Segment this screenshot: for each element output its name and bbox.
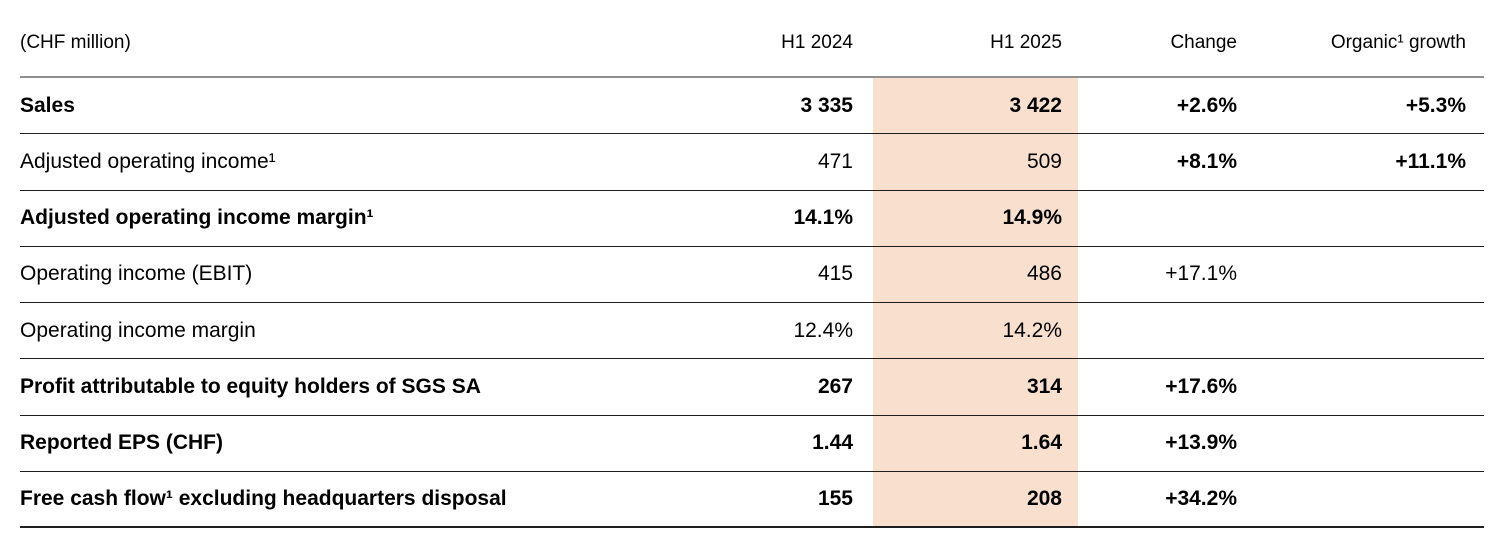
row-label: Operating income margin bbox=[20, 318, 256, 342]
value-organic-growth: +5.3% bbox=[1405, 93, 1466, 117]
value-h1-2025: 509 bbox=[1026, 149, 1062, 173]
value-h1-2025: 14.2% bbox=[1002, 318, 1062, 342]
value-h1-2025: 3 422 bbox=[1009, 93, 1062, 117]
table-row: Operating income (EBIT) 415 486 +17.1% bbox=[20, 247, 1484, 303]
value-h1-2025: 208 bbox=[1026, 486, 1062, 510]
unit-label: (CHF million) bbox=[20, 32, 131, 53]
value-h1-2024: 3 335 bbox=[800, 93, 853, 117]
value-h1-2025: 486 bbox=[1026, 262, 1062, 286]
table-row: Profit attributable to equity holders of… bbox=[20, 359, 1484, 416]
table-row: Sales 3 335 3 422 +2.6% +5.3% bbox=[20, 78, 1484, 135]
col-header-change: Change bbox=[1170, 32, 1237, 53]
table-row: Operating income margin 12.4% 14.2% bbox=[20, 303, 1484, 360]
value-h1-2024: 12.4% bbox=[793, 318, 853, 342]
row-label: Free cash flow¹ excluding headquarters d… bbox=[20, 486, 507, 510]
row-label: Reported EPS (CHF) bbox=[20, 431, 224, 455]
value-organic-growth: +11.1% bbox=[1395, 149, 1466, 173]
value-change: +34.2% bbox=[1165, 486, 1237, 510]
row-label: Sales bbox=[20, 93, 75, 117]
value-change: +17.6% bbox=[1165, 374, 1237, 398]
value-h1-2024: 267 bbox=[817, 374, 853, 398]
row-label: Adjusted operating income¹ bbox=[20, 149, 276, 173]
financial-results-table: (CHF million) H1 2024 H1 2025 Change Org… bbox=[20, 0, 1484, 528]
value-h1-2024: 14.1% bbox=[793, 206, 853, 230]
table-header-row: (CHF million) H1 2024 H1 2025 Change Org… bbox=[20, 0, 1484, 78]
col-header-h1-2025: H1 2025 bbox=[990, 32, 1062, 53]
value-change: +8.1% bbox=[1176, 149, 1237, 173]
value-h1-2024: 1.44 bbox=[812, 431, 853, 455]
row-label: Profit attributable to equity holders of… bbox=[20, 374, 481, 398]
h1-2025-highlight-band bbox=[873, 78, 1078, 528]
table-row: Free cash flow¹ excluding headquarters d… bbox=[20, 472, 1484, 528]
col-header-organic: Organic¹ growth bbox=[1330, 32, 1466, 53]
table-row: Adjusted operating income margin¹ 14.1% … bbox=[20, 191, 1484, 247]
value-h1-2024: 415 bbox=[817, 262, 853, 286]
value-change: +17.1% bbox=[1165, 262, 1237, 286]
row-label: Adjusted operating income margin¹ bbox=[20, 206, 374, 230]
value-h1-2025: 314 bbox=[1026, 374, 1062, 398]
table-row: Reported EPS (CHF) 1.44 1.64 +13.9% bbox=[20, 416, 1484, 472]
value-change: +13.9% bbox=[1165, 431, 1237, 455]
row-label: Operating income (EBIT) bbox=[20, 262, 253, 286]
col-header-h1-2024: H1 2024 bbox=[781, 32, 853, 53]
value-h1-2024: 471 bbox=[817, 149, 853, 173]
value-change: +2.6% bbox=[1176, 93, 1237, 117]
value-h1-2024: 155 bbox=[817, 486, 853, 510]
value-h1-2025: 14.9% bbox=[1002, 206, 1062, 230]
table-row: Adjusted operating income¹ 471 509 +8.1%… bbox=[20, 134, 1484, 191]
value-h1-2025: 1.64 bbox=[1021, 431, 1062, 455]
